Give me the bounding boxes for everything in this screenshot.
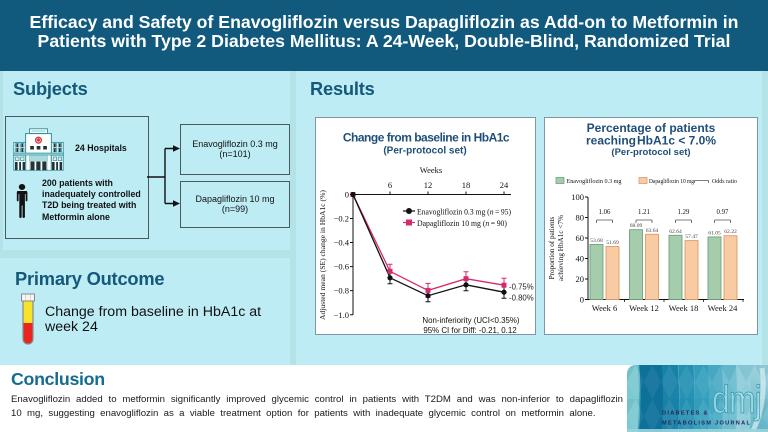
svg-text:1.21: 1.21 bbox=[638, 209, 650, 216]
svg-text:53.68: 53.68 bbox=[590, 238, 603, 244]
svg-text:Week 6: Week 6 bbox=[592, 303, 618, 313]
svg-text:Week 24: Week 24 bbox=[708, 303, 739, 313]
svg-text:reaching HbA1c < 7.0%: reaching HbA1c < 7.0% bbox=[586, 134, 716, 148]
svg-text:24: 24 bbox=[500, 180, 509, 190]
svg-text:6: 6 bbox=[388, 180, 392, 190]
svg-text:−0.6: −0.6 bbox=[334, 262, 349, 272]
svg-text:Non-inferiority (UCI<0.35%): Non-inferiority (UCI<0.35%) bbox=[422, 316, 520, 325]
svg-text:40: 40 bbox=[576, 254, 585, 264]
svg-text:achieving HbA1c <7%: achieving HbA1c <7% bbox=[557, 215, 565, 281]
svg-text:-0.80%: -0.80% bbox=[509, 294, 534, 303]
svg-text:Enavogliflozin 0.3 mg: Enavogliflozin 0.3 mg bbox=[567, 178, 623, 185]
svg-text:Weeks: Weeks bbox=[420, 165, 442, 175]
svg-text:62.64: 62.64 bbox=[669, 229, 682, 235]
svg-text:Percentage of patients: Percentage of patients bbox=[587, 121, 716, 135]
svg-text:20: 20 bbox=[576, 274, 585, 284]
svg-text:Enavogliflozin 0.3 mg (n = 95): Enavogliflozin 0.3 mg (n = 95) bbox=[417, 208, 511, 217]
svg-text:57.47: 57.47 bbox=[685, 234, 698, 240]
svg-text:Proportion of patients: Proportion of patients bbox=[548, 216, 556, 279]
svg-text:Change from baseline in HbA1c: Change from baseline in HbA1c bbox=[343, 131, 510, 145]
svg-text:1.06: 1.06 bbox=[599, 209, 611, 216]
svg-text:63.64: 63.64 bbox=[646, 228, 659, 234]
svg-text:68.09: 68.09 bbox=[630, 223, 643, 229]
svg-text:62.22: 62.22 bbox=[724, 229, 737, 235]
svg-text:(Per-protocol set): (Per-protocol set) bbox=[383, 146, 466, 157]
svg-text:60: 60 bbox=[576, 233, 585, 243]
svg-text:Adjusted mean (SE) change in H: Adjusted mean (SE) change in HbA1c (%) bbox=[318, 190, 327, 320]
svg-text:0.97: 0.97 bbox=[717, 209, 729, 216]
svg-text:Dapagliflozin 10 mg: Dapagliflozin 10 mg bbox=[649, 178, 695, 185]
svg-text:−1.0: −1.0 bbox=[334, 310, 349, 320]
svg-text:(Per-protocol set): (Per-protocol set) bbox=[611, 147, 690, 158]
svg-text:18: 18 bbox=[462, 180, 471, 190]
svg-text:95% CI for Diff: -0.21, 0.12: 95% CI for Diff: -0.21, 0.12 bbox=[423, 326, 516, 335]
svg-text:0: 0 bbox=[345, 190, 349, 200]
svg-text:12: 12 bbox=[424, 180, 433, 190]
svg-text:Odds ratio: Odds ratio bbox=[712, 178, 737, 185]
svg-text:0: 0 bbox=[580, 295, 584, 305]
svg-text:80: 80 bbox=[576, 213, 585, 223]
svg-text:Week 12: Week 12 bbox=[629, 303, 659, 313]
svg-text:DIABETES &: DIABETES & bbox=[662, 411, 709, 417]
svg-text:−0.8: −0.8 bbox=[334, 286, 349, 296]
svg-text:61.05: 61.05 bbox=[708, 230, 721, 236]
svg-text:−0.2: −0.2 bbox=[334, 214, 349, 224]
svg-text:51.69: 51.69 bbox=[606, 240, 619, 246]
svg-text:Week 18: Week 18 bbox=[669, 303, 699, 313]
svg-text:Dapagliflozin 10 mg (n = 90): Dapagliflozin 10 mg (n = 90) bbox=[417, 219, 507, 228]
svg-text:1.29: 1.29 bbox=[678, 209, 690, 216]
svg-text:METABOLISM JOURNAL: METABOLISM JOURNAL bbox=[662, 421, 751, 427]
svg-text:−0.4: −0.4 bbox=[334, 238, 350, 248]
svg-text:-0.75%: -0.75% bbox=[509, 283, 534, 292]
svg-text:dmj: dmj bbox=[712, 378, 761, 422]
svg-text:100: 100 bbox=[571, 192, 584, 202]
